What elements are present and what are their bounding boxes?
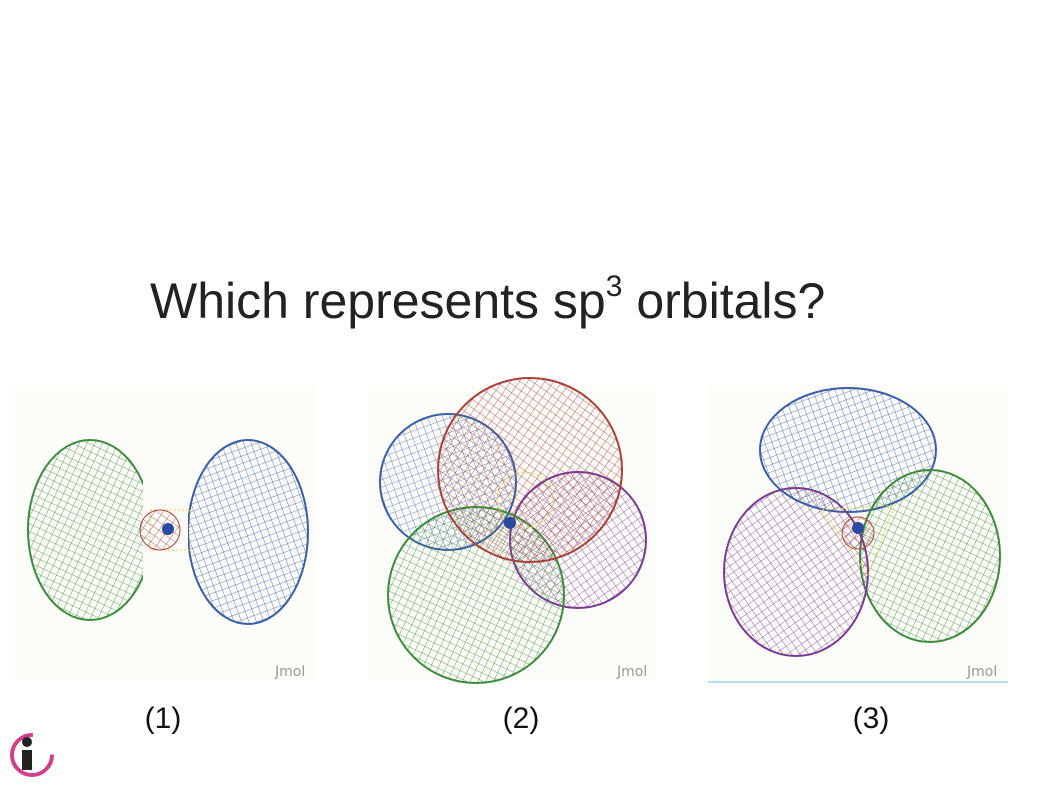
purple-lobe bbox=[723, 487, 869, 657]
option-label: (3) bbox=[853, 702, 890, 735]
question-text-after: orbitals? bbox=[622, 273, 825, 329]
watermark: Jmol bbox=[274, 664, 305, 680]
orbital-image-2[interactable]: Jmol bbox=[368, 377, 656, 684]
red-mesh bbox=[139, 509, 181, 551]
logo-stem bbox=[22, 750, 32, 770]
logo-dot bbox=[22, 737, 32, 747]
watermark: Jmol bbox=[966, 664, 997, 680]
question-superscript: 3 bbox=[606, 270, 623, 303]
logo-ring bbox=[10, 733, 54, 777]
question: Which represents sp3 orbitals? bbox=[150, 270, 825, 329]
green-lobe bbox=[27, 439, 143, 621]
option-label: (1) bbox=[145, 702, 182, 735]
blue-lobe bbox=[188, 439, 309, 625]
logo bbox=[10, 733, 54, 777]
nucleus bbox=[504, 517, 516, 529]
yellow-mesh bbox=[496, 471, 554, 529]
blue-lobe bbox=[759, 387, 937, 513]
nucleus bbox=[852, 522, 864, 534]
orbital-image-3[interactable]: Jmol bbox=[708, 385, 1008, 683]
orbital-image-1[interactable]: Jmol bbox=[15, 385, 315, 680]
green-lobe bbox=[859, 469, 1001, 643]
watermark: Jmol bbox=[616, 664, 647, 680]
red-lobe bbox=[437, 377, 623, 563]
option-label: (2) bbox=[503, 702, 540, 735]
question-text: Which represents sp bbox=[150, 273, 606, 329]
nucleus bbox=[162, 523, 174, 535]
